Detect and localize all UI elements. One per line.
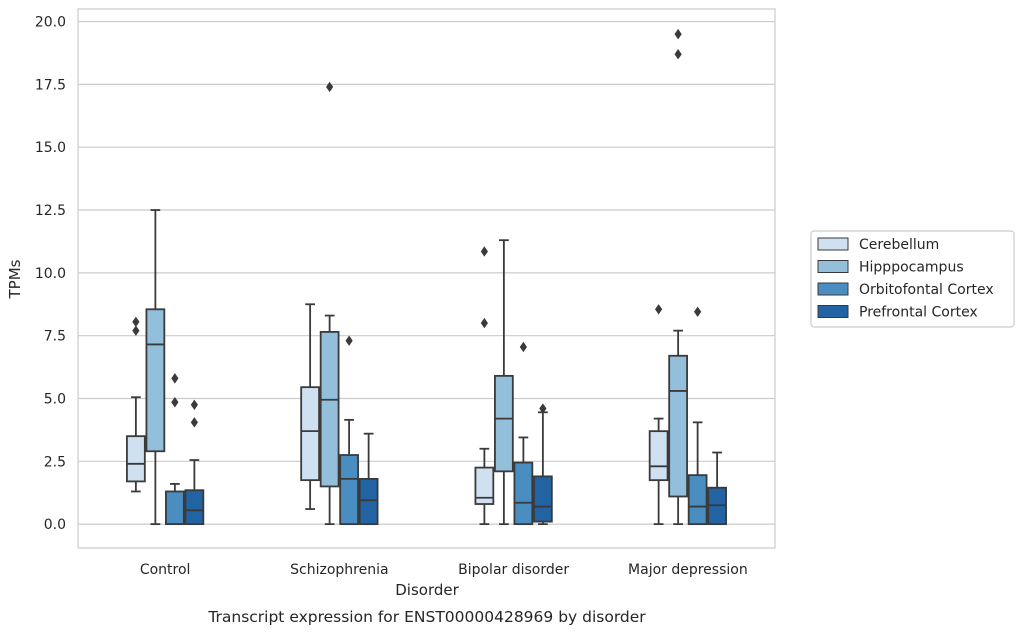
outlier-point bbox=[132, 325, 140, 336]
iqr-box bbox=[339, 454, 359, 526]
x-tick-label: Bipolar disorder bbox=[458, 562, 569, 578]
iqr-box bbox=[319, 330, 340, 488]
outlier-point bbox=[480, 246, 488, 257]
outlier-point bbox=[539, 403, 547, 414]
outlier-point bbox=[655, 304, 663, 315]
outlier-point bbox=[190, 399, 198, 410]
iqr-box bbox=[648, 430, 669, 482]
iqr-box bbox=[165, 490, 185, 526]
x-tick-label: Schizophrenia bbox=[290, 562, 388, 578]
legend-swatch bbox=[817, 282, 849, 296]
box-major-depression-orbitofontal-cortex bbox=[687, 306, 708, 526]
y-tick-label: 0.0 bbox=[44, 517, 66, 533]
outlier-point bbox=[694, 306, 702, 317]
plot-frame bbox=[77, 8, 776, 549]
legend-swatch bbox=[817, 237, 849, 251]
legend-frame bbox=[810, 230, 1015, 328]
iqr-box bbox=[474, 466, 495, 505]
legend-swatch bbox=[817, 305, 849, 318]
box-bipolar-disorder-hipppocampus bbox=[494, 239, 514, 526]
box-schizophrenia-orbitofontal-cortex bbox=[339, 335, 359, 526]
y-tick-label: 15.0 bbox=[35, 140, 66, 156]
outlier-point bbox=[190, 417, 198, 428]
box-schizophrenia-cerebellum bbox=[300, 303, 320, 510]
y-tick-label: 10.0 bbox=[35, 266, 66, 282]
iqr-box bbox=[126, 435, 146, 483]
outlier-point bbox=[326, 81, 334, 93]
iqr-box bbox=[494, 374, 514, 473]
iqr-box bbox=[533, 475, 553, 523]
y-tick-labels: 0.0 2.5 5.0 7.5 10.0 12.5 15.0 17.5 20.0 bbox=[35, 15, 66, 534]
outlier-point bbox=[171, 373, 179, 384]
iqr-box bbox=[358, 477, 379, 526]
box-major-depression-prefrontal-cortex bbox=[707, 451, 727, 526]
outlier-point bbox=[519, 341, 527, 353]
y-tick-label: 17.5 bbox=[35, 77, 66, 93]
iqr-box bbox=[300, 386, 320, 482]
box-control-cerebellum bbox=[126, 316, 146, 493]
box-bipolar-disorder-orbitofontal-cortex bbox=[513, 341, 534, 526]
box-control-orbitofontal-cortex bbox=[165, 373, 185, 526]
box-major-depression-cerebellum bbox=[648, 304, 669, 526]
outlier-point bbox=[480, 317, 488, 329]
box-bipolar-disorder-prefrontal-cortex bbox=[533, 403, 553, 526]
boxes bbox=[126, 28, 727, 526]
box-schizophrenia-hipppocampus bbox=[319, 81, 340, 526]
outlier-point bbox=[674, 28, 682, 40]
iqr-box bbox=[145, 308, 166, 453]
legend-swatch bbox=[817, 260, 849, 273]
y-tick-label: 2.5 bbox=[44, 454, 66, 470]
y-tick-label: 12.5 bbox=[35, 203, 66, 219]
legend-label: Hipppocampus bbox=[859, 260, 964, 276]
box-control-prefrontal-cortex bbox=[184, 399, 205, 526]
x-tick-label: Major depression bbox=[628, 562, 748, 578]
iqr-box bbox=[513, 461, 534, 526]
outlier-point bbox=[345, 335, 353, 346]
iqr-box bbox=[668, 354, 688, 498]
outlier-point bbox=[171, 397, 179, 408]
legend: Cerebellum Hipppocampus Orbitofontal Corte… bbox=[810, 230, 1015, 328]
y-axis-label: TPMs bbox=[6, 259, 24, 299]
iqr-box bbox=[184, 489, 205, 526]
y-tick-label: 20.0 bbox=[35, 15, 66, 31]
legend-label: Cerebellum bbox=[859, 237, 939, 253]
outlier-point bbox=[674, 49, 682, 60]
outlier-point bbox=[132, 316, 140, 328]
legend-label: Prefrontal Cortex bbox=[859, 305, 978, 321]
iqr-box bbox=[687, 474, 708, 526]
box-bipolar-disorder-cerebellum bbox=[474, 246, 495, 526]
y-tick-label: 7.5 bbox=[44, 329, 66, 345]
legend-label: Orbitofontal Cortex bbox=[859, 282, 994, 298]
box-control-hipppocampus bbox=[145, 209, 166, 526]
x-axis-label: Disorder bbox=[395, 581, 459, 599]
y-tick-label: 5.0 bbox=[44, 391, 66, 407]
box-schizophrenia-prefrontal-cortex bbox=[358, 432, 379, 526]
x-tick-labels: Control Schizophrenia Bipolar disorder Majo… bbox=[140, 562, 748, 578]
box-major-depression-hipppocampus bbox=[668, 28, 688, 526]
chart-caption: Transcript expression for ENST0000042896… bbox=[207, 608, 646, 626]
x-tick-label: Control bbox=[140, 562, 191, 578]
